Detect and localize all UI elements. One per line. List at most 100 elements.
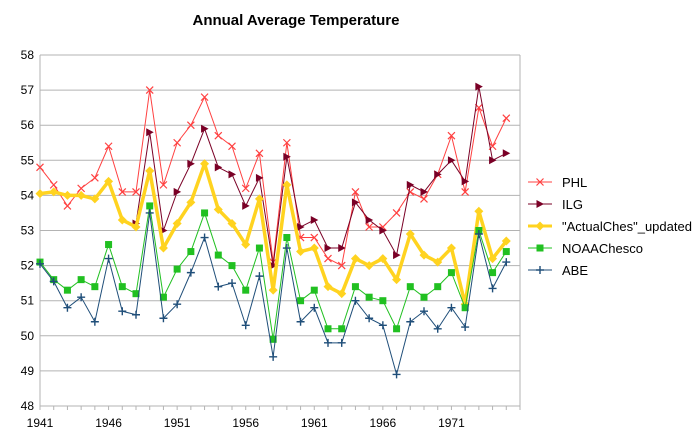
data-point xyxy=(447,303,456,312)
data-point xyxy=(255,149,264,158)
marker-shape xyxy=(104,142,113,151)
data-point xyxy=(132,187,140,196)
marker-shape xyxy=(406,187,415,196)
data-point xyxy=(379,297,387,305)
marker-shape xyxy=(447,156,456,165)
data-point xyxy=(269,352,278,361)
plot-area: 48 49 50 51 52 53 54 55 56 57 58 1941 1946 1951 1956 19… xyxy=(21,48,521,430)
data-point xyxy=(91,283,99,291)
y-tick-label: 51 xyxy=(21,294,35,308)
marker-shape xyxy=(297,297,305,305)
data-point xyxy=(228,142,236,151)
data-point xyxy=(255,173,264,182)
marker-shape xyxy=(488,254,498,264)
data-point xyxy=(489,269,497,277)
marker-shape xyxy=(365,293,373,301)
marker-shape xyxy=(296,317,305,326)
data-point xyxy=(241,240,251,250)
data-point xyxy=(434,283,442,291)
data-point xyxy=(392,275,402,285)
data-point xyxy=(201,209,209,217)
data-point xyxy=(49,180,58,189)
marker-shape xyxy=(434,283,442,291)
data-point xyxy=(90,317,99,326)
data-point xyxy=(310,215,319,224)
data-point xyxy=(405,229,415,239)
marker-shape xyxy=(474,230,483,239)
marker-shape xyxy=(446,243,456,253)
data-point xyxy=(378,254,388,264)
marker-shape xyxy=(145,86,154,95)
marker-shape xyxy=(118,283,126,291)
data-point xyxy=(502,258,511,267)
data-point xyxy=(77,276,85,284)
marker-shape xyxy=(461,304,469,312)
data-point xyxy=(242,286,250,294)
marker-shape xyxy=(502,258,511,267)
data-point xyxy=(337,261,346,270)
data-point xyxy=(241,184,250,193)
data-point xyxy=(173,187,182,196)
marker-shape xyxy=(536,178,544,186)
data-point xyxy=(214,163,223,172)
marker-shape xyxy=(351,296,360,305)
marker-shape xyxy=(365,223,374,231)
marker-shape xyxy=(228,170,236,179)
data-point xyxy=(159,293,167,301)
legend-item: ILG xyxy=(528,197,583,212)
marker-shape xyxy=(187,248,195,256)
marker-shape xyxy=(447,303,456,312)
marker-shape xyxy=(186,197,196,207)
y-tick-label: 54 xyxy=(21,188,35,202)
marker-shape xyxy=(420,194,428,203)
data-point xyxy=(254,194,264,204)
marker-shape xyxy=(186,121,195,130)
legend-label: NOAAChesco xyxy=(562,241,643,256)
marker-shape xyxy=(392,275,402,285)
data-point xyxy=(131,222,141,232)
data-point xyxy=(146,128,154,137)
data-point xyxy=(433,257,443,267)
marker-shape xyxy=(132,290,140,298)
marker-shape xyxy=(433,257,443,267)
marker-shape xyxy=(282,244,291,253)
data-point xyxy=(118,283,126,291)
marker-shape xyxy=(434,170,442,179)
marker-shape xyxy=(77,293,86,302)
marker-shape xyxy=(36,259,44,268)
data-point xyxy=(145,166,155,176)
data-point xyxy=(310,303,319,312)
marker-shape xyxy=(378,321,387,330)
data-point xyxy=(433,324,442,333)
data-point xyxy=(324,338,332,347)
data-point xyxy=(104,254,113,263)
marker-shape xyxy=(282,180,292,190)
marker-shape xyxy=(337,261,346,270)
marker-shape xyxy=(62,190,72,200)
marker-shape xyxy=(283,152,291,161)
marker-shape xyxy=(379,297,387,305)
marker-shape xyxy=(35,189,45,199)
data-point xyxy=(36,163,44,172)
marker-shape xyxy=(323,282,333,292)
legend-label: ILG xyxy=(562,197,583,212)
marker-shape xyxy=(419,250,429,260)
y-tick-label: 48 xyxy=(21,399,35,413)
marker-shape xyxy=(145,208,154,217)
series-actualches-updated xyxy=(35,159,511,309)
marker-shape xyxy=(242,201,250,210)
data-point xyxy=(200,159,210,169)
data-point xyxy=(105,241,113,249)
marker-shape xyxy=(475,82,483,91)
data-point xyxy=(461,177,470,186)
marker-shape xyxy=(447,131,456,140)
marker-shape xyxy=(535,221,545,231)
marker-shape xyxy=(420,293,428,301)
data-point xyxy=(118,307,127,316)
y-tick-label: 56 xyxy=(21,118,35,132)
data-point xyxy=(406,283,414,291)
marker-shape xyxy=(118,187,127,196)
marker-shape xyxy=(536,244,544,252)
marker-shape xyxy=(296,247,306,257)
